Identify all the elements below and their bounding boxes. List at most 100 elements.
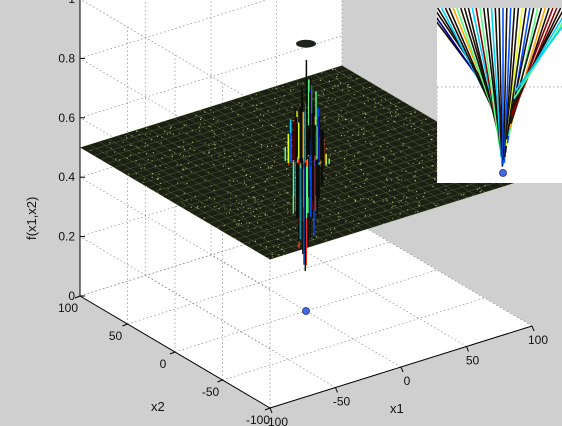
surface-speck [245, 200, 247, 202]
surface-speck [174, 152, 176, 154]
surface-speck [366, 121, 368, 123]
surface-speck [392, 218, 394, 220]
surface-speck [398, 201, 400, 203]
surface-speck [185, 155, 187, 157]
surface-speck [358, 151, 360, 153]
surface-speck [291, 106, 293, 108]
surface-speck [277, 238, 279, 241]
surface-speck [265, 246, 267, 248]
inset-well-spike [498, 8, 504, 167]
surface-speck [235, 195, 237, 197]
surface-speck [245, 222, 247, 224]
zoom-inset [437, 8, 562, 183]
surface-speck [159, 165, 161, 167]
surface-speck [151, 160, 153, 162]
surface-speck [145, 133, 147, 135]
surface-speck [220, 141, 223, 143]
surface-speck [362, 133, 364, 135]
surface-speck [391, 162, 393, 164]
surface-speck [315, 214, 317, 216]
surface-speck [195, 207, 197, 209]
surface-speck [212, 163, 214, 165]
surface-speck [241, 212, 243, 214]
surface-speck [144, 167, 146, 169]
surface-speck [335, 174, 337, 176]
surface-speck [259, 113, 262, 115]
surface-speck [336, 77, 338, 79]
surface-speck [263, 195, 265, 197]
surface-speck [375, 106, 377, 108]
surface-speck [421, 128, 423, 130]
surface-speck [383, 157, 386, 159]
surface-speck [169, 132, 171, 134]
surface-speck [293, 194, 296, 196]
surface-speck [346, 150, 348, 152]
grid-line-floor-x [276, 234, 467, 347]
surface-speck [405, 170, 407, 172]
surface-speck [364, 112, 366, 114]
surface-speck [319, 79, 322, 81]
inset-minimum-marker [499, 169, 507, 177]
surface-speck [415, 171, 417, 173]
surface-speck [136, 130, 138, 132]
surface-speck [414, 180, 417, 182]
x-tick-label: 50 [466, 354, 480, 368]
surface-speck [315, 245, 317, 247]
surface-speck [142, 181, 144, 183]
surface-speck [145, 185, 148, 187]
surface-speck [278, 229, 280, 231]
surface-speck [135, 160, 137, 162]
surface-speck [273, 246, 275, 248]
surface-speck [182, 141, 185, 143]
x-tick-label: 0 [404, 374, 411, 388]
surface-speck [347, 90, 349, 92]
surface-speck [329, 213, 331, 215]
surface-speck [223, 149, 225, 151]
z-tick-label: 0 [68, 289, 75, 303]
surface-speck [180, 176, 182, 178]
surface-speck [357, 134, 359, 136]
minimum-marker [302, 307, 310, 315]
surface-speck [260, 215, 262, 217]
surface-speck [344, 158, 346, 160]
surface-speck [362, 198, 364, 200]
surface-speck [159, 182, 162, 184]
surface-speck [349, 229, 351, 231]
surface-speck [359, 185, 361, 187]
surface-speck [125, 135, 127, 137]
surface-speck [390, 179, 392, 181]
surface-speck [339, 123, 341, 125]
y-tick-label: -50 [202, 385, 220, 399]
surface-speck [367, 100, 369, 102]
surface-speck [204, 123, 206, 125]
surface-speck [372, 200, 375, 202]
surface-speck [223, 106, 225, 108]
surface-speck [357, 152, 359, 154]
surface-speck [252, 104, 254, 107]
surface-speck [340, 135, 343, 137]
surface-speck [376, 161, 378, 163]
axis-labels: x1 x2 f(x1,x2) [24, 197, 404, 416]
surface-speck [224, 208, 226, 210]
surface-speck [225, 213, 228, 215]
surface-speck [413, 176, 415, 178]
surface-speck [252, 186, 254, 189]
surface-speck [240, 152, 242, 154]
surface-speck [119, 159, 121, 161]
surface-speck [371, 198, 373, 200]
y-tick-mark [169, 351, 176, 355]
surface-speck [362, 87, 364, 89]
surface-speck [348, 121, 350, 123]
surface-speck [224, 134, 226, 136]
surface-speck [140, 167, 142, 169]
y-tick-label: 50 [109, 329, 123, 343]
surface-speck [387, 129, 389, 132]
surface-speck [171, 156, 173, 158]
surface-speck [186, 132, 188, 134]
surface-speck [388, 189, 391, 191]
surface-speck [245, 211, 247, 213]
surface-speck [393, 153, 395, 155]
surface-speck [311, 238, 313, 240]
surface-speck [363, 95, 365, 97]
